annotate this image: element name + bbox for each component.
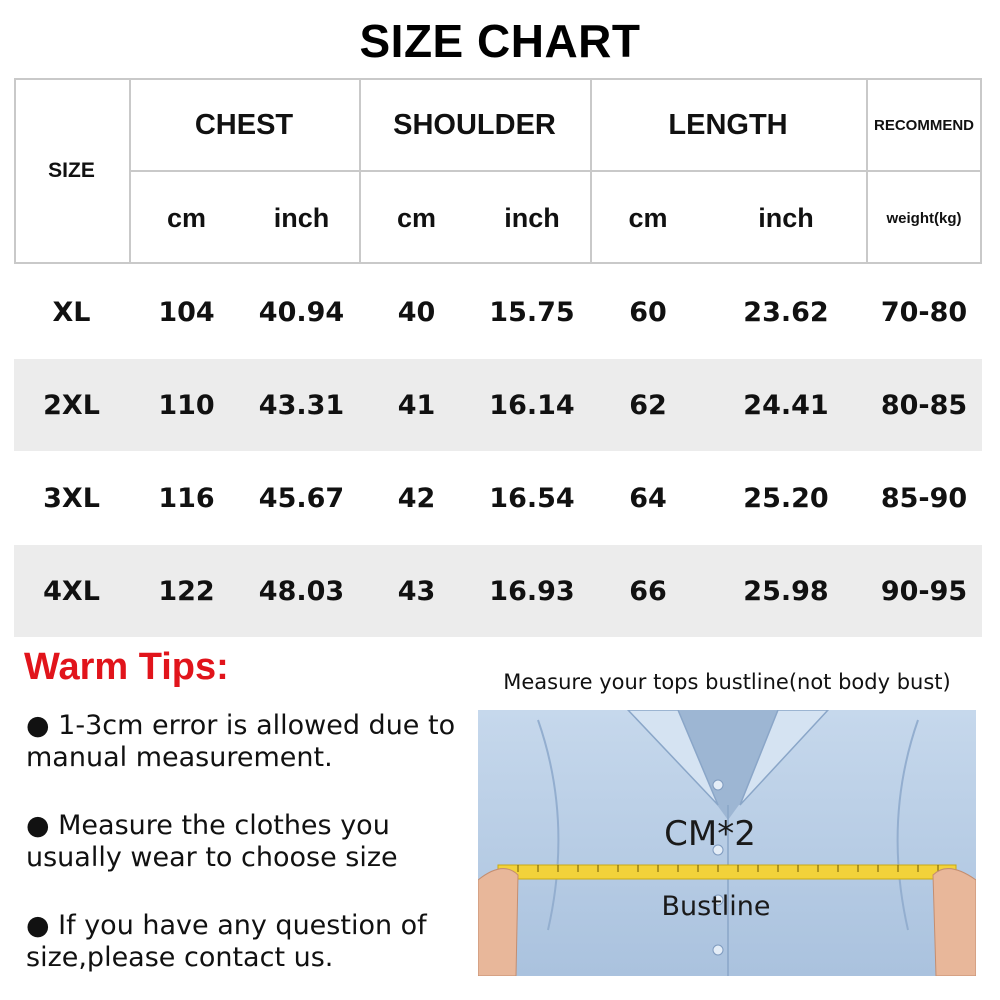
chest-cm-header: cm [166, 202, 207, 233]
weight-cell: 85-90 [880, 482, 968, 514]
chest-inch-cell: 48.03 [258, 575, 345, 607]
table-row: XL 104 40.94 40 15.75 60 23.62 70-80 [14, 266, 982, 358]
shoulder-inch-cell: 16.14 [489, 389, 575, 421]
length-header: LENGTH [668, 108, 788, 141]
weight-header: weight(kg) [886, 209, 962, 227]
grid-line [129, 78, 131, 264]
warm-tips-title: Warm Tips: [24, 646, 229, 688]
chest-inch-cell: 45.67 [258, 482, 345, 514]
shoulder-inch-cell: 16.54 [489, 482, 575, 514]
tape-ticks [517, 865, 939, 872]
chest-cm-cell: 110 [158, 389, 215, 421]
size-cell: XL [52, 296, 91, 328]
grid-line [14, 78, 982, 80]
size-cell: 3XL [43, 482, 100, 514]
grid-line [14, 78, 16, 264]
grid-line [359, 78, 361, 264]
tip-item: ● Measure the clothes you usually wear t… [26, 810, 398, 873]
length-cm-cell: 62 [629, 389, 667, 421]
right-hand [932, 868, 976, 976]
chest-inch-cell: 40.94 [258, 296, 345, 328]
left-sleeve-seam [537, 719, 560, 931]
shirt-button [712, 844, 724, 856]
shoulder-cm-cell: 40 [397, 296, 436, 328]
shoulder-header: SHOULDER [393, 108, 556, 141]
length-cm-cell: 60 [629, 296, 667, 328]
shirt-button [712, 894, 724, 906]
right-sleeve-seam [896, 719, 919, 931]
tip-item: ● 1-3cm error is allowed due to manual m… [26, 710, 456, 773]
shirt-measurement-image: CM*2 Bustline [478, 710, 976, 976]
shoulder-cm-header: cm [396, 202, 437, 233]
measuring-tape [497, 864, 957, 880]
size-chart-header: SIZE CHEST SHOULDER LENGTH RECOMMEND cm … [14, 78, 982, 264]
size-cell: 2XL [43, 389, 100, 421]
table-row: 3XL 116 45.67 42 16.54 64 25.20 85-90 [14, 452, 982, 544]
measure-caption: Measure your tops bustline(not body bust… [503, 670, 951, 694]
left-collar [626, 710, 719, 806]
length-inch-cell: 24.41 [743, 389, 829, 421]
right-collar [739, 710, 830, 806]
recommend-header: RECOMMEND [874, 116, 974, 134]
formula-label: CM*2 [664, 814, 756, 854]
length-cm-cell: 64 [629, 482, 667, 514]
grid-line [14, 262, 982, 264]
weight-cell: 80-85 [880, 389, 968, 421]
shirt-illustration: CM*2 Bustline [478, 710, 976, 976]
tip-item: ● If you have any question of size,pleas… [26, 910, 427, 973]
shoulder-inch-cell: 16.93 [489, 575, 575, 607]
chest-inch-header: inch [273, 202, 330, 233]
size-column-header: SIZE [48, 159, 95, 182]
grid-line [980, 78, 982, 264]
table-row: 2XL 110 43.31 41 16.14 62 24.41 80-85 [14, 359, 982, 451]
shoulder-cm-cell: 41 [397, 389, 436, 421]
shoulder-inch-cell: 15.75 [489, 296, 575, 328]
left-hand [478, 868, 519, 976]
chest-inch-cell: 43.31 [258, 389, 345, 421]
size-cell: 4XL [43, 575, 100, 607]
chest-cm-cell: 116 [158, 482, 215, 514]
grid-line [590, 78, 592, 264]
weight-cell: 90-95 [880, 575, 968, 607]
length-cm-cell: 66 [629, 575, 667, 607]
length-cm-header: cm [628, 202, 668, 233]
page-title: SIZE CHART [359, 15, 641, 67]
weight-cell: 70-80 [880, 296, 968, 328]
table-row: 4XL 122 48.03 43 16.93 66 25.98 90-95 [14, 545, 982, 637]
grid-line [866, 78, 868, 264]
chest-cm-cell: 122 [158, 575, 215, 607]
shirt-button [712, 779, 724, 791]
chest-cm-cell: 104 [158, 296, 215, 328]
shoulder-cm-cell: 43 [397, 575, 436, 607]
length-inch-cell: 23.62 [743, 296, 829, 328]
length-inch-header: inch [758, 202, 814, 233]
shoulder-cm-cell: 42 [397, 482, 436, 514]
length-inch-cell: 25.20 [743, 482, 829, 514]
bustline-label: Bustline [661, 891, 770, 922]
shoulder-inch-header: inch [504, 202, 560, 233]
grid-line [129, 170, 982, 172]
length-inch-cell: 25.98 [743, 575, 829, 607]
chest-header: CHEST [194, 108, 294, 141]
shirt-button [712, 944, 724, 956]
